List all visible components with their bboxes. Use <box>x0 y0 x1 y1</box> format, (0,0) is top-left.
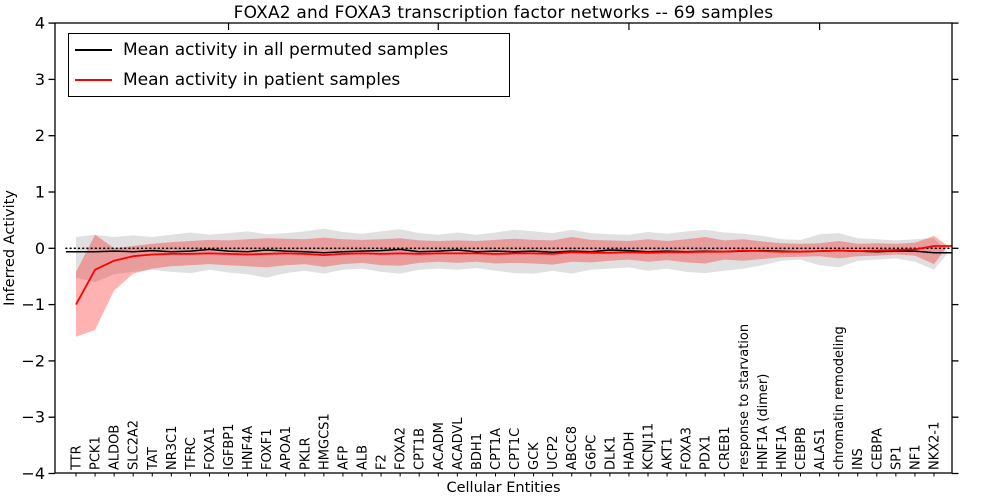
x-category-label: response to starvation <box>737 324 752 470</box>
x-category-label: CREB1 <box>718 426 733 470</box>
x-category-label: NR3C1 <box>165 426 180 470</box>
x-category-label: FOXF1 <box>260 428 275 470</box>
y-tick-label: −3 <box>21 408 45 427</box>
x-category-label: CPT1B <box>413 428 428 470</box>
x-category-label: KCNJ11 <box>642 423 657 470</box>
x-category-label: HNF1A (dimer) <box>756 374 771 470</box>
x-category-label: DLK1 <box>603 436 618 470</box>
x-category-label: GCK <box>527 442 542 470</box>
x-category-label: BDH1 <box>470 433 485 470</box>
x-category-label: SLC2A2 <box>127 420 142 470</box>
legend-item: Mean activity in all permuted samples <box>75 36 509 64</box>
x-category-label: ACADM <box>432 422 447 470</box>
patient-mean-line <box>75 245 952 306</box>
x-category-label: HNF1A <box>775 426 790 470</box>
legend: Mean activity in all permuted samples Me… <box>68 33 510 97</box>
y-tick-label: 3 <box>35 70 45 89</box>
x-category-label: ABCC8 <box>565 426 580 470</box>
x-category-label: TFRC <box>184 437 199 471</box>
legend-line-sample-permuted <box>75 49 112 51</box>
y-tick-label: 0 <box>35 239 45 258</box>
y-tick-label: 1 <box>35 183 45 202</box>
chart-title: FOXA2 and FOXA3 transcription factor net… <box>233 3 774 23</box>
y-axis-label: Inferred Activity <box>2 190 18 306</box>
x-category-label: FOXA2 <box>394 427 409 470</box>
x-category-label: UCP2 <box>546 435 561 470</box>
x-category-label: PKLR <box>298 437 313 470</box>
x-category-label: AKT1 <box>661 437 676 470</box>
y-tick-label: −2 <box>21 351 45 370</box>
y-tick-label: −1 <box>21 295 45 314</box>
x-category-label: HADH <box>622 432 637 470</box>
x-category-label: CPT1C <box>508 428 523 470</box>
y-tick-label: 4 <box>35 14 45 33</box>
x-category-label: APOA1 <box>279 426 294 470</box>
x-category-label: PDX1 <box>699 435 714 470</box>
x-category-label: F2 <box>375 454 390 470</box>
legend-item-label: Mean activity in all permuted samples <box>123 40 449 60</box>
x-category-label: CPT1A <box>489 428 504 470</box>
x-category-label: NF1 <box>908 445 923 470</box>
x-category-label: ACADVL <box>451 417 466 470</box>
x-category-label: chromatin remodeling <box>832 326 847 470</box>
x-category-label: IGFBP1 <box>222 424 237 470</box>
x-category-label: TTR <box>70 445 85 471</box>
x-category-label: HNF4A <box>241 426 256 470</box>
x-category-label: FOXA1 <box>203 427 218 470</box>
legend-line-sample-patient <box>75 79 112 81</box>
x-category-label: INS <box>851 448 866 470</box>
x-category-label: PCK1 <box>89 436 104 470</box>
x-category-label: TAT <box>146 447 161 471</box>
x-category-label: AFP <box>336 446 351 470</box>
legend-item: Mean activity in patient samples <box>75 66 509 94</box>
x-category-label: ALDOB <box>108 425 123 470</box>
y-tick-label: 2 <box>35 126 45 145</box>
x-category-label: ALAS1 <box>813 428 828 470</box>
x-category-label: ALB <box>356 445 371 470</box>
legend-item-label: Mean activity in patient samples <box>123 70 401 90</box>
x-category-label: CEBPB <box>794 427 809 470</box>
x-category-label: HMGCS1 <box>317 413 332 470</box>
x-axis-label: Cellular Entities <box>446 480 561 496</box>
y-tick-label: −4 <box>21 464 45 483</box>
patient-band <box>76 234 948 337</box>
permuted-band <box>76 228 948 283</box>
x-category-label: FOXA3 <box>680 427 695 470</box>
x-category-label: NKX2-1 <box>928 422 943 470</box>
x-category-label: SP1 <box>889 446 904 470</box>
x-category-label: CEBPA <box>870 428 885 470</box>
x-category-label: G6PC <box>584 435 599 470</box>
